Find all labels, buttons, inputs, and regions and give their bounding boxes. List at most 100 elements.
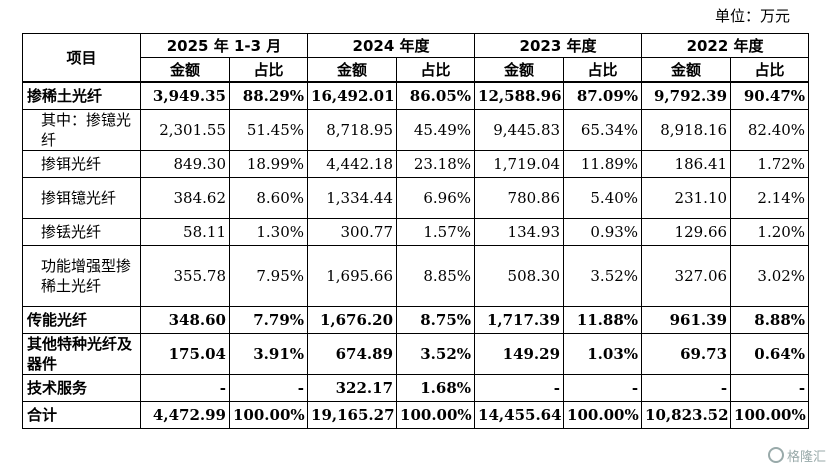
amount-cell: 4,472.99 [140,401,230,429]
amount-cell: 327.06 [641,245,732,307]
header-period: 2024 年度 [307,33,476,58]
amount-cell: 1,334.44 [307,177,398,219]
row-label: 掺铥光纤 [22,218,141,246]
unit-label: 单位：万元 [714,7,790,25]
ratio-cell: 8.85% [396,245,476,307]
amount-cell: 3,949.35 [140,81,230,110]
row-label: 掺铒镱光纤 [22,177,141,219]
ratio-cell: 3.52% [563,245,643,307]
ratio-cell: 11.88% [563,306,643,334]
ratio-cell: 8.75% [396,306,476,334]
ratio-cell: 45.49% [396,109,476,151]
ratio-cell: 100.00% [730,401,810,429]
ratio-cell: 0.93% [563,218,643,246]
header-row-periods: 项目 2025 年 1-3 月 2024 年度 2023 年度 2022 年度 [22,33,810,83]
ratio-cell: 90.47% [730,81,810,110]
ratio-cell: 6.96% [396,177,476,219]
header-ratio: 占比 [228,57,309,83]
table-row: 掺稀土光纤 3,949.35 88.29% 16,492.01 86.05% 12,588… [22,81,810,110]
ratio-cell: 7.79% [228,306,309,334]
ratio-cell: 65.34% [563,109,643,151]
amount-cell: 322.17 [307,374,398,402]
amount-cell: 16,492.01 [307,81,398,110]
revenue-table: 项目 2025 年 1-3 月 2024 年度 2023 年度 2022 年度 … [22,33,810,429]
ratio-cell: 1.20% [730,218,810,246]
amount-cell: 508.30 [474,245,565,307]
row-label: 掺铒光纤 [22,150,141,178]
amount-cell: 2,301.55 [140,109,230,151]
table-row: 其他特种光纤及器件 175.04 3.91% 674.89 3.52% 149.29 1.0… [22,333,810,375]
ratio-cell: 1.30% [228,218,309,246]
ratio-cell: 11.89% [563,150,643,178]
ratio-cell: 82.40% [730,109,810,151]
header-amount: 金额 [641,57,732,83]
ratio-cell: 3.91% [228,333,309,375]
header-item: 项目 [22,33,141,83]
amount-cell: 300.77 [307,218,398,246]
ratio-cell: 2.14% [730,177,810,219]
amount-cell: 1,695.66 [307,245,398,307]
table-row: 掺铒光纤 849.30 18.99% 4,442.18 23.18% 1,719.04 11… [22,150,810,178]
header-row-columns: 金额 占比 金额 占比 金额 占比 金额 占比 [23,57,810,83]
row-label: 功能增强型掺稀土光纤 [22,245,141,307]
table-row: 技术服务 - -322.17 1.68% - - - - [22,374,810,402]
ratio-cell: 23.18% [396,150,476,178]
amount-cell: 149.29 [474,333,565,375]
ratio-cell: 3.52% [396,333,476,375]
amount-cell: - [140,374,230,402]
watermark-logo-icon [767,447,784,463]
header-ratio: 占比 [396,57,476,83]
amount-cell: 69.73 [641,333,732,375]
amount-cell: 961.39 [641,306,732,334]
table-row: 合计 4,472.99 100.00% 19,165.27 100.00% 14,455.… [22,401,810,429]
amount-cell: 14,455.64 [474,401,565,429]
amount-cell: 1,717.39 [474,306,565,334]
ratio-cell: 51.45% [228,109,309,151]
ratio-cell: 100.00% [396,401,476,429]
amount-cell: 10,823.52 [641,401,732,429]
header-period: 2023 年度 [474,33,643,58]
ratio-cell: 87.09% [563,81,643,110]
table-row: 其中：掺镱光纤 2,301.55 51.45% 8,718.95 45.49% 9,445… [22,109,810,151]
amount-cell: 849.30 [140,150,230,178]
amount-cell: 19,165.27 [307,401,398,429]
table-row: 功能增强型掺稀土光纤 355.78 7.95% 1,695.66 8.85% 508.30… [22,245,810,307]
ratio-cell: 100.00% [228,401,309,429]
header-amount: 金额 [307,57,398,83]
amount-cell: 384.62 [140,177,230,219]
ratio-cell: - [228,374,309,402]
ratio-cell: - [563,374,643,402]
ratio-cell: 1.57% [396,218,476,246]
amount-cell: 186.41 [641,150,732,178]
amount-cell: 780.86 [474,177,565,219]
header-ratio: 占比 [563,57,643,83]
header-amount: 金额 [140,57,230,83]
header-amount: 金额 [474,57,565,83]
amount-cell: 231.10 [641,177,732,219]
row-label: 其中：掺镱光纤 [22,109,141,151]
amount-cell: 175.04 [140,333,230,375]
watermark: 格隆汇 [767,446,826,465]
ratio-cell: 1.72% [730,150,810,178]
amount-cell: - [474,374,565,402]
ratio-cell: - [730,374,810,402]
amount-cell: 134.93 [474,218,565,246]
ratio-cell: 1.68% [396,374,476,402]
row-label: 合计 [22,401,141,429]
amount-cell: 1,676.20 [307,306,398,334]
ratio-cell: 86.05% [396,81,476,110]
amount-cell: 58.11 [140,218,230,246]
table-row: 掺铥光纤 58.11 1.30% 300.77 1.57% 134.93 0.93% 129.… [22,218,810,246]
amount-cell: 129.66 [641,218,732,246]
amount-cell: 9,445.83 [474,109,565,151]
ratio-cell: 8.60% [228,177,309,219]
header-period: 2022 年度 [641,33,810,58]
ratio-cell: 5.40% [563,177,643,219]
row-label: 掺稀土光纤 [22,81,141,110]
row-label: 其他特种光纤及器件 [22,333,141,375]
amount-cell: - [641,374,732,402]
amount-cell: 4,442.18 [307,150,398,178]
watermark-text: 格隆汇 [786,450,826,465]
ratio-cell: 0.64% [730,333,810,375]
row-label: 传能光纤 [22,306,141,334]
